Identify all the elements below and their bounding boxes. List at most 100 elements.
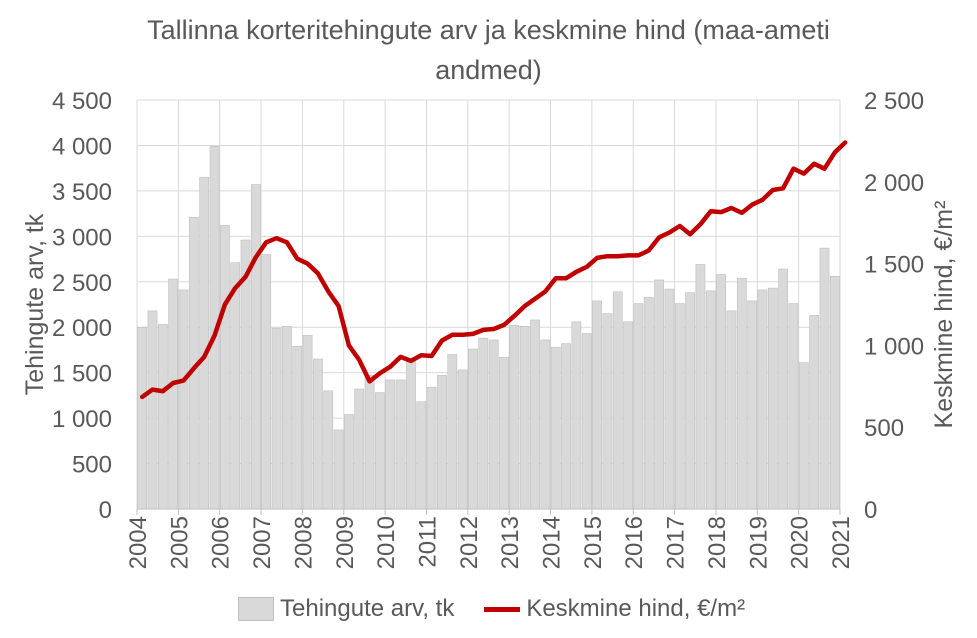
x-tick-label: 2018 bbox=[704, 516, 731, 569]
price-line bbox=[139, 140, 848, 400]
bar bbox=[416, 401, 427, 510]
axis-labels: 0 500 1 000 1 500 2 000 2 500 3 000 3 500 4 000 4… bbox=[21, 88, 958, 569]
x-tick-label: 2007 bbox=[249, 516, 276, 569]
bar bbox=[581, 333, 592, 510]
bar bbox=[695, 264, 706, 510]
x-tick-label: 2010 bbox=[373, 516, 400, 569]
bar bbox=[747, 300, 757, 510]
bar bbox=[685, 292, 695, 510]
x-tick-label: 2012 bbox=[456, 516, 483, 569]
bar bbox=[571, 321, 582, 510]
line-series bbox=[139, 140, 848, 400]
bar bbox=[178, 289, 189, 510]
legend-line-label: Keskmine hind, €/m² bbox=[526, 595, 746, 622]
x-tick-label: 2005 bbox=[166, 516, 193, 569]
y-left-tick-label: 2 000 bbox=[52, 315, 112, 342]
bar bbox=[168, 278, 179, 510]
x-tick-label: 2020 bbox=[787, 516, 814, 569]
x-tick-label: 2019 bbox=[745, 516, 772, 569]
y-right-tick-label: 2 500 bbox=[864, 88, 924, 115]
y-left-axis-title: Tehingute arv, tk bbox=[21, 213, 49, 395]
bar bbox=[447, 354, 458, 510]
bar bbox=[633, 303, 644, 510]
x-tick-label: 2009 bbox=[332, 516, 359, 569]
y-left-tick-label: 3 000 bbox=[52, 224, 112, 251]
x-tick-label: 2004 bbox=[125, 516, 152, 569]
bar bbox=[705, 290, 716, 510]
bar-series bbox=[137, 146, 840, 510]
bar bbox=[137, 326, 148, 510]
bar bbox=[333, 429, 344, 510]
y-right-tick-label: 1 500 bbox=[864, 252, 924, 279]
x-tick-label: 2013 bbox=[497, 516, 524, 569]
legend-bar-label: Tehingute arv, tk bbox=[280, 595, 455, 622]
bar bbox=[344, 414, 354, 510]
y-left-tick-label: 500 bbox=[72, 452, 112, 479]
y-left-tick-label: 1 500 bbox=[52, 361, 112, 388]
y-left-tick-label: 0 bbox=[99, 497, 112, 524]
bar bbox=[612, 291, 623, 510]
bar bbox=[499, 356, 509, 510]
bar bbox=[385, 379, 396, 510]
chart-title-line1: Tallinna korteritehingute arv ja keskmin… bbox=[147, 15, 830, 45]
legend-bar-swatch bbox=[238, 597, 274, 621]
bar bbox=[147, 310, 158, 510]
chart-title-line2: andmed) bbox=[435, 55, 542, 85]
y-right-tick-label: 500 bbox=[864, 415, 904, 442]
bar bbox=[788, 303, 799, 510]
bar bbox=[509, 325, 520, 510]
x-tick-label: 2015 bbox=[580, 516, 607, 569]
bar bbox=[406, 358, 416, 510]
bar bbox=[457, 369, 468, 510]
bar bbox=[199, 176, 210, 510]
bar bbox=[798, 362, 809, 510]
bar bbox=[736, 277, 747, 510]
bar bbox=[488, 339, 499, 510]
bar bbox=[220, 225, 230, 510]
bar bbox=[271, 327, 282, 510]
bar bbox=[530, 319, 540, 510]
bar bbox=[550, 346, 561, 510]
bar bbox=[674, 303, 685, 510]
bar bbox=[809, 315, 820, 510]
x-tick-label: 2011 bbox=[414, 516, 441, 568]
y-left-tick-label: 4 000 bbox=[52, 133, 112, 160]
bar bbox=[540, 339, 551, 510]
bar bbox=[395, 379, 406, 510]
bar bbox=[726, 310, 737, 510]
bar bbox=[829, 276, 840, 510]
bar bbox=[437, 375, 447, 510]
bar bbox=[602, 313, 613, 510]
bar bbox=[716, 274, 726, 510]
bar bbox=[519, 326, 530, 510]
bar bbox=[778, 268, 789, 510]
bar bbox=[592, 300, 602, 510]
bar bbox=[292, 346, 303, 510]
bar bbox=[819, 247, 830, 510]
x-tick-label: 2014 bbox=[539, 516, 566, 569]
bar bbox=[251, 184, 261, 510]
legend-line-swatch bbox=[484, 606, 521, 612]
y-right-axis-title: Keskmine hind, €/m² bbox=[930, 201, 958, 429]
bar bbox=[364, 375, 375, 510]
axes bbox=[136, 508, 841, 515]
bar bbox=[468, 348, 478, 510]
bar bbox=[375, 392, 385, 510]
bar bbox=[757, 289, 768, 510]
x-tick-label: 2016 bbox=[621, 516, 648, 569]
y-left-tick-label: 2 500 bbox=[52, 270, 112, 297]
x-tick-label: 2008 bbox=[290, 516, 317, 569]
y-left-tick-label: 3 500 bbox=[52, 179, 112, 206]
bar bbox=[230, 262, 241, 510]
y-left-tick-label: 1 000 bbox=[52, 406, 112, 433]
bar bbox=[282, 326, 292, 510]
bar bbox=[354, 388, 365, 510]
y-right-tick-label: 2 000 bbox=[864, 170, 924, 197]
x-tick-label: 2017 bbox=[663, 516, 690, 569]
bar bbox=[426, 386, 437, 510]
bar bbox=[643, 296, 654, 510]
bar bbox=[323, 390, 334, 510]
y-right-tick-label: 1 000 bbox=[864, 333, 924, 360]
x-tick-label: 2021 bbox=[828, 516, 855, 569]
